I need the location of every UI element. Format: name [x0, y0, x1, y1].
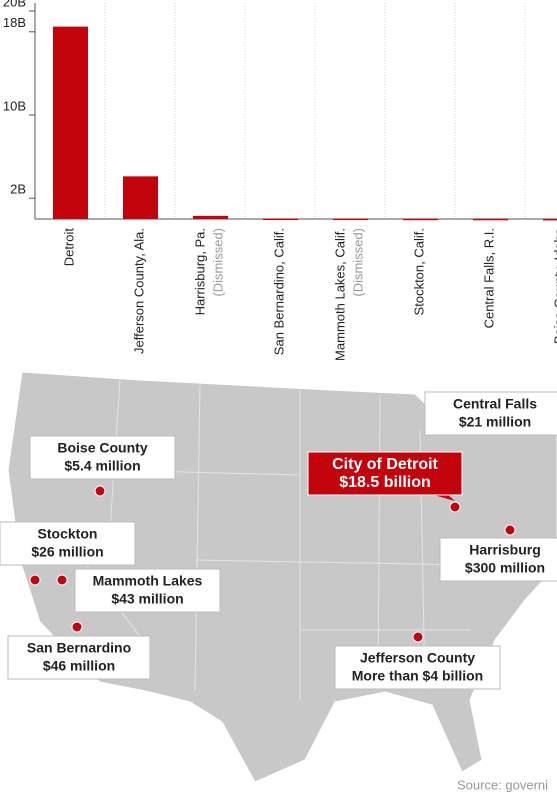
callout-box [29, 435, 176, 480]
bar [473, 218, 508, 221]
callout-name: Stockton [38, 526, 98, 542]
bar [333, 218, 368, 221]
x-tick-label: San Bernardino, Calif. [271, 228, 286, 355]
location-dot [56, 574, 68, 586]
callout-box [0, 521, 136, 566]
callout-amount: $43 million [111, 591, 183, 607]
location-dot [29, 574, 41, 586]
callout-name: San Bernardino [27, 640, 131, 656]
x-tick-note: (Dismissed) [210, 228, 225, 297]
callout-box [307, 451, 463, 496]
x-tick-label: Stockton, Calif. [411, 228, 426, 315]
callout-name: City of Detroit [332, 456, 438, 473]
callout-amount: $18.5 billion [339, 474, 431, 491]
callout-box [439, 537, 557, 582]
callout-box [424, 391, 557, 436]
source-note: Source: governi [457, 777, 548, 792]
callout-amount: $46 million [43, 658, 115, 674]
callout-amount: More than $4 billion [352, 668, 483, 684]
location-dot [71, 621, 83, 633]
callout-box [74, 568, 221, 613]
location-dot [504, 524, 516, 536]
y-tick-label: 18B [3, 15, 26, 30]
callout-box [7, 635, 151, 680]
callout-pointer [434, 495, 455, 501]
callout-name: Central Falls [453, 396, 537, 412]
callout-amount: $21 million [459, 414, 531, 430]
y-tick-label: 10B [3, 98, 26, 113]
bar [53, 26, 88, 219]
bar [403, 218, 438, 221]
location-dot [412, 631, 424, 643]
bar [263, 218, 298, 221]
callout-box [334, 645, 501, 690]
callout-amount: $5.4 million [64, 458, 140, 474]
callout-name: Jefferson County [360, 650, 475, 666]
bar [123, 176, 158, 219]
callout-amount: $26 million [31, 544, 103, 560]
location-dot [94, 485, 106, 497]
bar [193, 215, 228, 219]
y-tick-label: 2B [10, 182, 26, 197]
x-tick-label: Detroit [61, 228, 76, 267]
x-tick-label: Harrisburg, Pa. [192, 228, 207, 315]
callout-name: Boise County [57, 440, 147, 456]
bar [543, 218, 557, 221]
y-tick-label: 20B [3, 0, 26, 9]
x-tick-label: Mammoth Lakes, Calif. [332, 228, 347, 361]
x-tick-note: (Dismissed) [350, 228, 365, 297]
callout-amount: $300 million [465, 560, 545, 576]
callout-name: Harrisburg [469, 542, 541, 558]
x-tick-label: Boise County, Idaho [551, 228, 557, 344]
location-dot [449, 501, 461, 513]
map: Boise County $5.4 million Stockton $26 mill… [0, 371, 557, 783]
x-tick-label: Central Falls, R.I. [481, 228, 496, 328]
x-tick-label: Jefferson County, Ala. [131, 228, 146, 354]
callout-name: Mammoth Lakes [93, 573, 203, 589]
